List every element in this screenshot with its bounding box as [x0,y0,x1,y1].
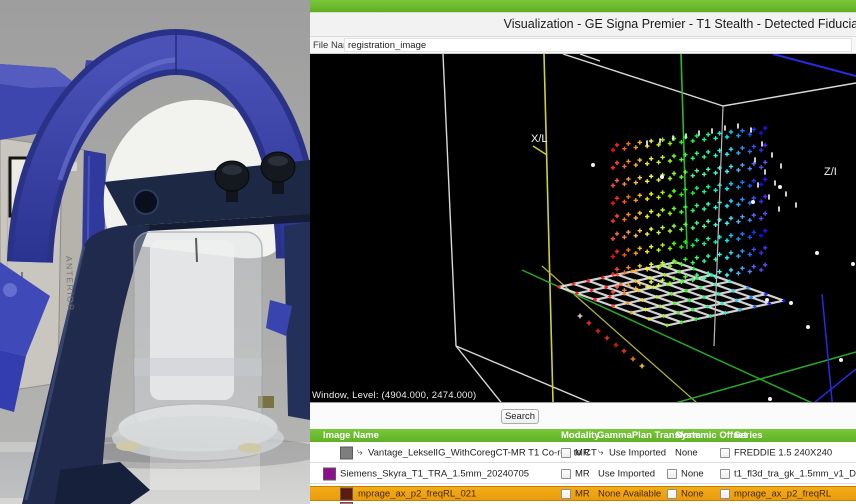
window-level-readout: Window, Level: (4904.000, 2474.000) [312,390,477,401]
modality-value: MR [575,468,590,479]
window-accent-bar [310,0,856,13]
transform-value: None Available [598,488,662,499]
series-checkbox[interactable] [720,468,730,479]
box-front-edge [713,105,724,347]
coreg-arrow-icon: ⤷ [598,446,604,458]
fiducial-point-cloud [557,123,855,401]
series-checkbox[interactable] [720,447,730,458]
fiducial-3d-scene: X/L Z/I [442,53,856,414]
image-name: mprage_ax_p2_freqRL_021 [358,488,477,499]
frame-leg [22,225,150,504]
y-axis-line [680,53,688,250]
offset-value: None [681,468,704,479]
col-transform: GammaPlan Transform [597,430,702,441]
image-name: Vantage_LekselIG_WithCoregCT-MR T1 Co-re… [368,447,597,458]
color-swatch [340,446,353,459]
file-name-label: File Name: [313,40,359,51]
modality-value: MR [575,447,590,458]
coreg-arrow-icon: ⤷ [357,446,363,458]
x-axis-tick [532,145,548,156]
search-button[interactable]: Search [501,409,539,424]
phantom-cylinder [112,231,284,460]
col-image-name: Image Name [323,430,379,441]
table-header: Image Name Modality GammaPlan Transform … [310,429,856,442]
clamp-bar [104,160,310,232]
modality-checkbox[interactable] [561,447,571,458]
series-checkbox[interactable] [720,488,730,499]
clamp-knobs [214,151,296,202]
window-title: Visualization - GE Signa Premier - T1 St… [503,17,856,31]
modality-value: MR [575,488,590,499]
modality-checkbox[interactable] [561,488,571,499]
table-row[interactable]: ⤷ Vantage_LekselIG_WithCoregCT-MR T1 Co-… [310,443,856,463]
offset-checkbox[interactable] [667,468,677,479]
color-swatch [340,502,353,504]
z-axis-label: Z/I [824,166,837,178]
color-swatch [323,467,336,480]
anterior-label: ANTERIOR [64,256,76,312]
table-row-partial[interactable] [310,502,856,504]
mr-indicator-illustration: MR [0,0,310,504]
table-row-selected[interactable]: mprage_ax_p2_freqRL_021 MR None Availabl… [310,486,856,501]
z-axis-line [772,53,856,77]
transform-value: Use Imported [598,468,656,479]
search-bar: Search [310,402,856,429]
file-name-field[interactable]: registration_image [344,38,852,52]
offset-value: None [681,488,704,499]
table-row[interactable]: Siemens_Skyra_T1_TRA_1.5mm_20240705 MR U… [310,464,856,484]
x-axis-line [543,53,554,403]
fiducial-3d-viewport[interactable]: X/L Z/I Window, Level: (4904.000, 2474.0… [310,53,856,414]
offset-checkbox[interactable] [667,488,677,499]
color-swatch [340,487,353,500]
series-value: t1_fl3d_tra_gk_1.5mm_v1_DIS3D [734,468,856,479]
image-name: Siemens_Skyra_T1_TRA_1.5mm_20240705 [340,468,530,479]
series-value: mprage_ax_p2_freqRL [734,488,832,499]
clamp-hole [133,189,159,215]
transform-value: Use Imported [609,447,667,458]
frame-right-post [258,222,310,420]
window-title-bar: Visualization - GE Signa Premier - T1 St… [310,13,856,37]
file-name-bar: File Name: registration_image [310,37,856,54]
mr-indicator-photo: MR [0,0,310,504]
col-offset: Systemic Offset [675,430,747,441]
series-value: FREDDIE 1.5 240X240 [734,447,833,458]
x-axis-label: X/L [531,133,548,145]
modality-checkbox[interactable] [561,468,571,479]
bounding-box-wireframe [442,53,856,412]
file-name-value: registration_image [348,40,427,51]
axis-lines [521,53,856,414]
blue-lever [0,262,50,412]
offset-value: None [675,447,698,458]
col-modality: Modality [561,430,600,441]
visualization-window: Visualization - GE Signa Premier - T1 St… [310,0,856,504]
col-series: Series [734,430,763,441]
